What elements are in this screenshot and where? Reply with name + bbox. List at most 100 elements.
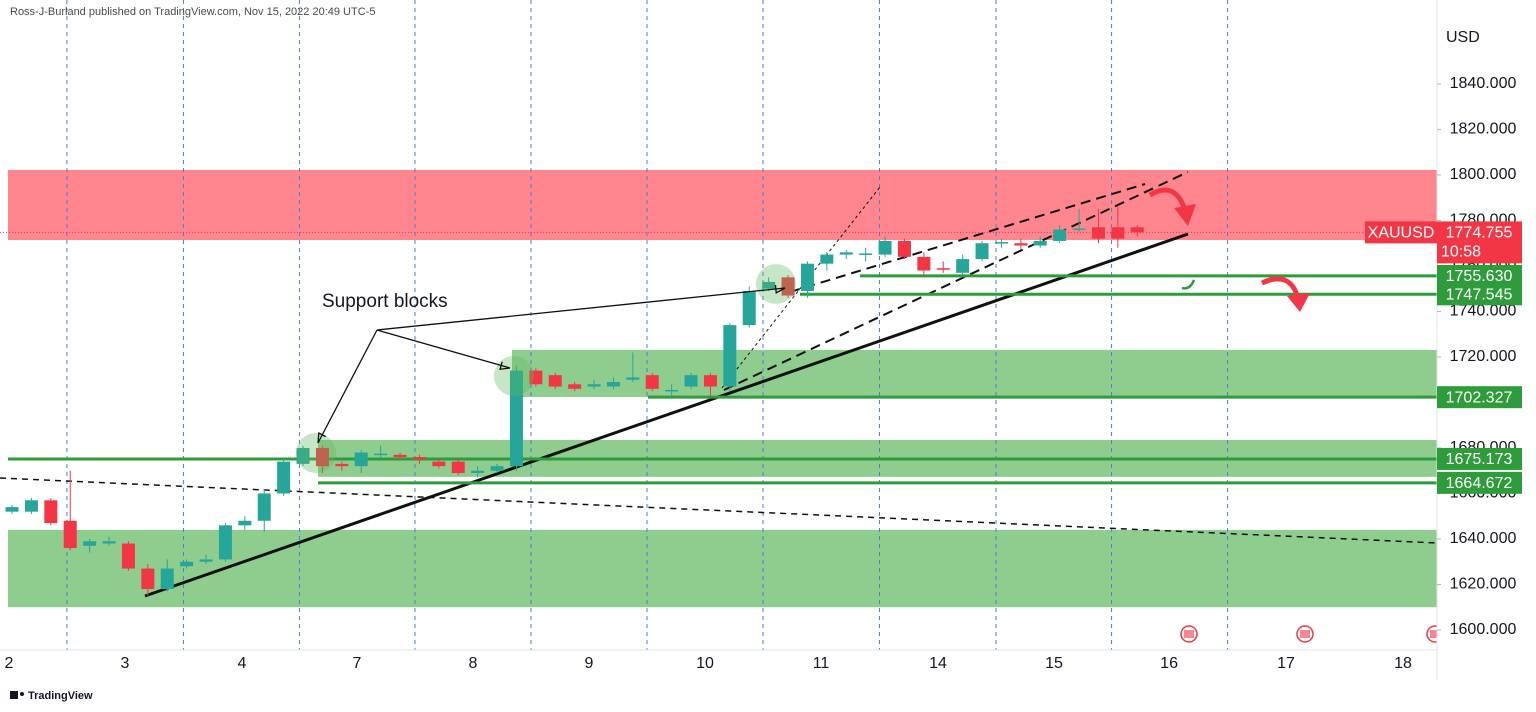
zone (8, 169, 1437, 241)
event-icon (1296, 625, 1314, 643)
candle-body (800, 263, 814, 291)
candle-body (917, 256, 931, 271)
candle-body (335, 463, 349, 467)
attribution: Ross-J-Burland published on TradingView.… (10, 6, 375, 18)
candle-body (762, 281, 776, 289)
y-tick-label: 1600.000 (1450, 621, 1517, 638)
candle-body (490, 466, 504, 471)
candle-body (529, 370, 543, 385)
zone (8, 529, 1437, 608)
candle-body (1014, 243, 1028, 246)
candle-body (180, 561, 194, 567)
candle-body (897, 240, 911, 257)
x-tick-label: 18 (1394, 655, 1412, 672)
candle-body (878, 240, 892, 255)
candle-body (1033, 240, 1047, 246)
highlight (296, 433, 336, 473)
footer-brand: TradingView (28, 690, 93, 702)
candle-body (432, 461, 446, 467)
candle-body (509, 370, 523, 467)
highlight (756, 264, 796, 304)
candle-body (703, 375, 717, 387)
highlight (494, 356, 534, 396)
candle-body (83, 541, 97, 546)
x-tick-label: 15 (1045, 655, 1063, 672)
y-tick-label: 1820.000 (1450, 121, 1517, 138)
x-tick-label: 4 (237, 655, 246, 672)
candle-body (684, 375, 698, 387)
candle-body (1130, 227, 1144, 233)
candle-body (393, 454, 407, 458)
level-label: 1675.173 (1446, 451, 1513, 468)
candle-body (859, 253, 873, 255)
candle-body (5, 507, 19, 512)
arrow (317, 329, 378, 444)
x-tick-label: 9 (585, 655, 594, 672)
candle-body (24, 500, 38, 512)
candle-body (277, 461, 291, 494)
x-tick-label: 2 (4, 655, 13, 672)
candle-body (257, 493, 271, 521)
x-tick-label: 16 (1160, 655, 1178, 672)
candle-body (471, 470, 485, 473)
level-label: 1702.327 (1446, 389, 1513, 406)
candle-body (568, 384, 582, 389)
plot-area: Support blocks (0, 0, 1437, 650)
candle-body (374, 453, 388, 456)
candle-body (606, 381, 620, 387)
candle-body (141, 568, 155, 590)
trend-line (723, 171, 1189, 391)
candle-body (296, 447, 310, 464)
y-tick-label: 1840.000 (1450, 75, 1517, 92)
candle-body (548, 375, 562, 387)
curved-arrow (1181, 279, 1196, 290)
candle-body (1072, 228, 1086, 230)
candle-body (626, 377, 640, 380)
countdown-label: 10:58 (1441, 244, 1481, 261)
currency: USD (1446, 29, 1480, 46)
candle-body (44, 500, 58, 524)
footer-logo (10, 691, 24, 699)
level-label-bg (1437, 283, 1522, 306)
candle-body (199, 559, 213, 562)
candle-body (645, 375, 659, 389)
candle-body (956, 259, 970, 273)
trend-line (0, 477, 1437, 544)
y-tick-label: 1640.000 (1450, 530, 1517, 547)
y-tick-label: 1620.000 (1450, 576, 1517, 593)
x-tick-label: 8 (469, 655, 478, 672)
level-label-bg (1437, 471, 1522, 494)
arrow-head (317, 432, 327, 444)
candle-body (587, 384, 601, 387)
x-tick-label: 17 (1277, 655, 1295, 672)
event-icon (1180, 625, 1198, 643)
y-tick-label: 1740.000 (1450, 303, 1517, 320)
candle-body (102, 541, 116, 544)
arrow-head (499, 361, 511, 370)
axes: 1600.0001620.0001640.0001660.0001680.000… (4, 75, 1522, 672)
level-label: 1664.672 (1446, 475, 1513, 492)
x-tick-label: 11 (813, 655, 830, 672)
candle-body (994, 242, 1008, 244)
level-label: 1755.630 (1446, 268, 1513, 285)
candle-body (63, 520, 77, 549)
last-price-bg (1437, 221, 1522, 264)
level-label-bg (1437, 386, 1522, 409)
x-tick-label: 14 (929, 655, 947, 672)
event-icon-flag (1430, 630, 1437, 638)
x-tick-label: 7 (353, 655, 362, 672)
candle-body (412, 457, 426, 460)
candle-body (936, 268, 950, 270)
arrow-head (774, 285, 786, 294)
x-tick-label: 10 (696, 655, 714, 672)
event-icon-flag (1300, 630, 1310, 638)
candle-body (238, 520, 252, 526)
annotation: Support blocks (322, 291, 448, 312)
candle-body (160, 568, 174, 590)
candle-body (1111, 227, 1125, 239)
candle-body (218, 525, 232, 560)
candle-body (315, 447, 329, 467)
event-icon (1426, 625, 1437, 643)
candle-body (1091, 227, 1105, 239)
trend-line (789, 183, 1146, 293)
